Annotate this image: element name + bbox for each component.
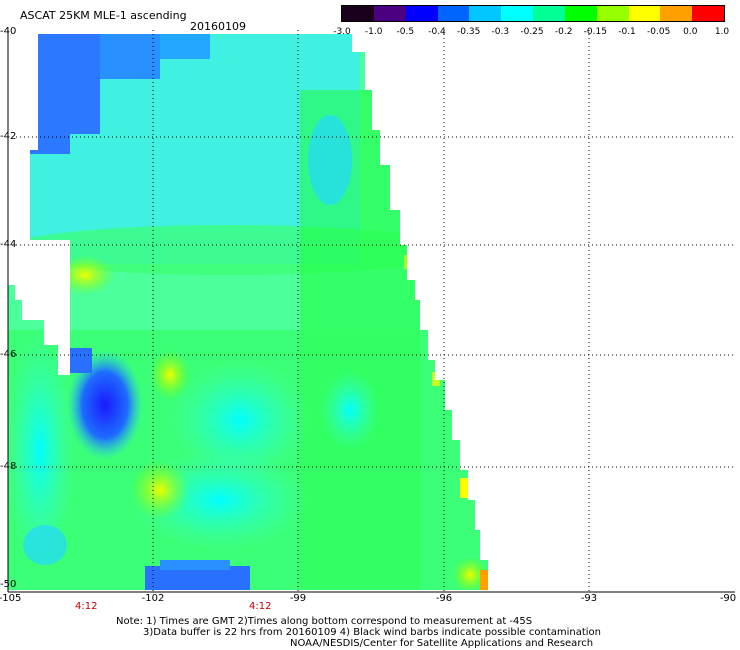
colorbar-segment [469, 6, 502, 21]
lon-label: -99 [289, 593, 307, 604]
colorbar-tick-label: -0.1 [618, 27, 636, 37]
lat-label: -42 [0, 131, 17, 142]
colorbar-tick-label: -1.0 [364, 27, 383, 37]
colorbar-tick-label: 1.0 [714, 27, 730, 37]
colorbar-segment [533, 6, 565, 21]
colorbar-segment [564, 6, 597, 21]
colorbar-tick-label: -0.05 [647, 27, 671, 37]
lon-label: -93 [580, 593, 598, 604]
colorbar-tick-label: -3.0 [333, 27, 351, 37]
colorbar-segment [692, 6, 725, 21]
lon-label: -105 [0, 593, 22, 604]
colorbar-tick-label: -0.5 [396, 27, 415, 37]
graticule [8, 30, 735, 592]
colorbar-tick-label: -0.15 [583, 27, 607, 37]
note-line-3: NOAA/NESDIS/Center for Satellite Applica… [290, 638, 594, 649]
colorbar-segment [628, 6, 661, 21]
lon-label: -102 [141, 593, 165, 604]
map-title: ASCAT 25KM MLE-1 ascending [20, 9, 187, 22]
colorbar-segment [501, 6, 534, 21]
colorbar-segment [342, 6, 374, 21]
lon-label: -90 [719, 593, 737, 604]
lat-label: -50 [0, 579, 17, 590]
colorbar-tick-label: -0.3 [491, 27, 510, 37]
lat-label: -48 [0, 461, 17, 472]
colorbar-tick-label: -0.4 [428, 27, 446, 37]
colorbar-tick-label: -0.2 [554, 27, 573, 37]
colorbar-tick-label: 0.0 [683, 27, 698, 37]
colorbar-tick-label: -0.25 [520, 27, 544, 37]
time-label: 4:12 [75, 601, 98, 612]
colorbar-segment [596, 6, 629, 21]
colorbar-tick-label: -0.35 [457, 27, 481, 37]
colorbar-segment [405, 6, 438, 21]
colorbar-segment [660, 6, 693, 21]
colorbar [341, 5, 725, 22]
colorbar-segment [373, 6, 406, 21]
note-line-2: 3)Data buffer is 22 hrs from 20160109 4)… [143, 627, 601, 638]
lat-label: -46 [0, 349, 17, 360]
axis-frame [7, 30, 735, 593]
lat-label: -40 [0, 26, 17, 37]
time-label: 4:12 [249, 601, 272, 612]
lat-label: -44 [0, 239, 17, 250]
wind-swath [8, 34, 488, 590]
lon-label: -96 [435, 593, 453, 604]
map-date: 20160109 [190, 20, 246, 33]
colorbar-segment [437, 6, 470, 21]
note-line-1: Note: 1) Times are GMT 2)Times along bot… [116, 616, 533, 627]
